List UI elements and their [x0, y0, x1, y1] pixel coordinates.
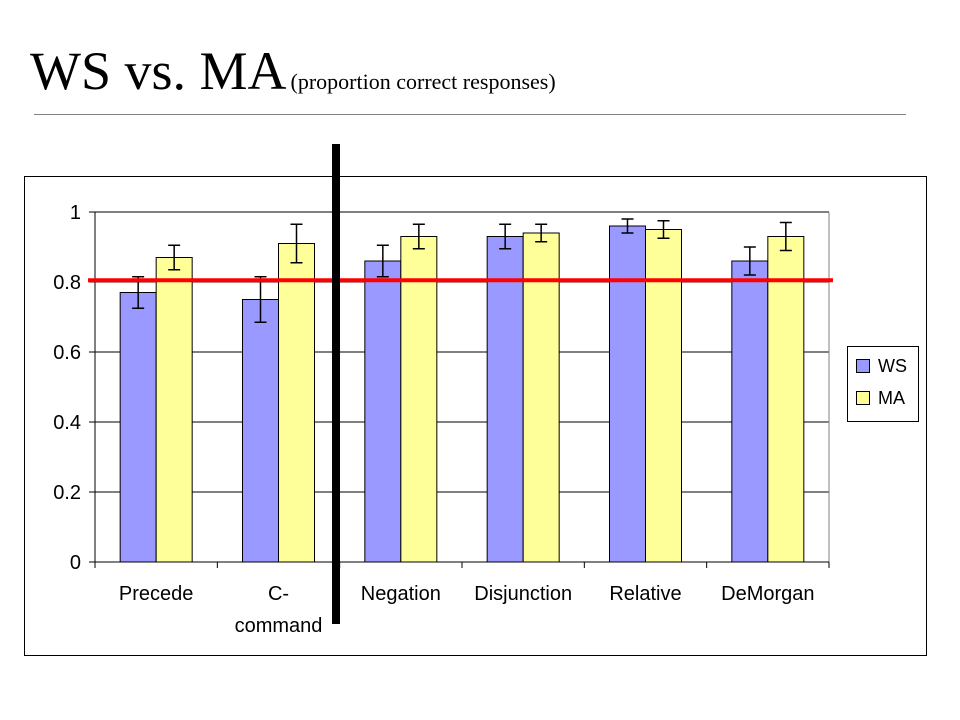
bar-ws [609, 225, 646, 563]
y-tick-label: 1 [70, 202, 81, 224]
title-subtitle: (proportion correct responses) [290, 69, 556, 94]
legend-item-ma: MA [856, 387, 905, 409]
bar-ws [242, 299, 279, 563]
title-underline [34, 114, 906, 115]
legend-swatch-ma [856, 391, 870, 405]
x-tick-label: Negation [361, 583, 441, 605]
bar-ws [364, 260, 402, 563]
chart-legend: WS MA [847, 346, 919, 422]
bar-ws [731, 260, 769, 563]
legend-label-ma: MA [878, 387, 905, 408]
x-tick-label: Disjunction [474, 583, 572, 605]
bar-ma [155, 257, 193, 563]
legend-item-ws: WS [856, 355, 907, 377]
x-tick-label: DeMorgan [721, 583, 814, 605]
title-main: WS vs. MA [30, 41, 287, 101]
y-tick-label: 0 [70, 552, 81, 574]
bar-ma [522, 232, 560, 563]
page-title: WS vs. MA (proportion correct responses) [30, 40, 556, 102]
y-tick-label: 0.6 [53, 342, 81, 364]
x-tick-label: command [235, 615, 323, 637]
y-tick-label: 0.4 [53, 412, 81, 434]
legend-label-ws: WS [878, 355, 907, 376]
legend-swatch-ws [856, 359, 870, 373]
bar-ws [486, 236, 524, 563]
y-tick-label: 0.2 [53, 482, 81, 504]
bar-ma [278, 243, 315, 563]
bar-ma [767, 236, 805, 563]
bar-ma [400, 236, 438, 563]
x-tick-label: Precede [119, 583, 194, 605]
x-tick-label: Relative [609, 583, 681, 605]
x-tick-label: C- [268, 583, 289, 605]
y-tick-label: 0.8 [53, 272, 81, 294]
bar-ws [119, 292, 157, 563]
bar-ma [645, 229, 682, 563]
divider-line [332, 144, 340, 624]
